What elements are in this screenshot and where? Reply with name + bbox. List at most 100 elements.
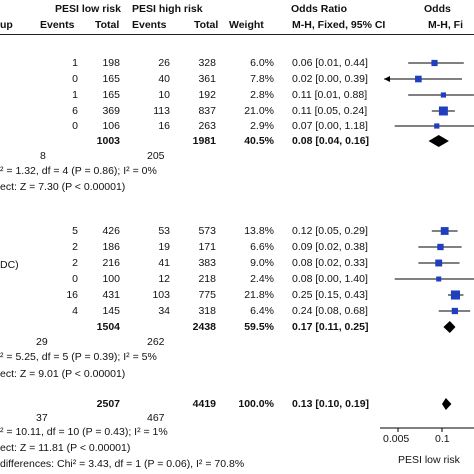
subtotal-ci: 0.17 [0.11, 0.25] <box>292 321 369 333</box>
study-marker <box>436 276 442 282</box>
study-total-low: 106 <box>102 120 120 132</box>
subgroup1-overall-effect: ect: Z = 7.30 (P < 0.00001) <box>0 181 126 193</box>
study-events-high: 53 <box>158 225 170 237</box>
study-total-low: 165 <box>102 89 120 101</box>
study-weight: 21.8% <box>244 289 274 301</box>
subtotal-weight: 59.5% <box>244 321 274 333</box>
subgroup2-overall-effect: ect: Z = 9.01 (P < 0.00001) <box>0 368 126 380</box>
study-total-low: 369 <box>102 105 120 117</box>
study-weight: 21.0% <box>244 105 274 117</box>
overall-total-low: 2507 <box>96 398 120 410</box>
study-events-high: 34 <box>158 305 170 317</box>
x-axis-label: PESI low risk <box>398 454 460 466</box>
study-weight: 13.8% <box>244 225 274 237</box>
study-events-high: 26 <box>158 57 170 69</box>
study-total-high: 573 <box>198 225 216 237</box>
study-events-low: 0 <box>72 73 78 85</box>
odds-ratio-header: Odds Ratio <box>291 3 348 15</box>
study-ci: 0.25 [0.15, 0.43] <box>292 289 368 301</box>
study-events-high: 103 <box>152 289 170 301</box>
study-events-high: 12 <box>158 273 170 285</box>
overall-total-high: 4419 <box>192 398 216 410</box>
study-marker <box>450 290 460 300</box>
study-events-high: 10 <box>158 89 170 101</box>
x-tick-label-1: 0.1 <box>435 433 450 445</box>
subgroup2-events-low: 29 <box>36 336 48 348</box>
study-weight: 6.0% <box>250 57 274 69</box>
subgroup1-events-low: 8 <box>40 150 46 162</box>
study-weight: 2.8% <box>250 89 274 101</box>
study-events-low: 0 <box>72 120 78 132</box>
study-marker <box>435 259 443 267</box>
study-weight: 2.9% <box>250 120 274 132</box>
study-total-high: 383 <box>198 257 216 269</box>
study-events-high: 16 <box>158 120 170 132</box>
overall-events-high: 467 <box>147 412 165 424</box>
overall-ci: 0.13 [0.10, 0.19] <box>292 398 370 410</box>
study-ci: 0.11 [0.01, 0.88] <box>292 89 368 101</box>
study-ci: 0.06 [0.01, 0.44] <box>292 57 368 69</box>
subtotal-weight: 40.5% <box>244 135 274 147</box>
study-events-low: 0 <box>72 273 78 285</box>
study-total-low: 426 <box>102 225 120 237</box>
study-ci: 0.09 [0.02, 0.38] <box>292 241 368 253</box>
study-events-low: 1 <box>72 57 78 69</box>
study-total-low: 198 <box>102 57 120 69</box>
study-weight: 9.0% <box>250 257 274 269</box>
study-weight: 6.4% <box>250 305 274 317</box>
plot-method-header: M-H, Fi <box>428 19 463 31</box>
overall-heterogeneity: ² = 10.11, df = 10 (P = 0.43); I² = 1% <box>0 426 168 438</box>
study-marker <box>415 75 422 83</box>
study-total-high: 361 <box>198 73 216 85</box>
study-total-high: 775 <box>198 289 216 301</box>
subgroup2-heterogeneity: ² = 5.25, df = 5 (P = 0.39); I² = 5% <box>0 351 157 363</box>
ci-arrow-left <box>384 76 390 82</box>
subgroup2-events-high: 262 <box>147 336 165 348</box>
study-marker <box>440 227 449 235</box>
subgroup-differences: differences: Chi² = 3.43, df = 1 (P = 0.… <box>0 458 245 470</box>
study-total-high: 218 <box>198 273 216 285</box>
study-events-high: 41 <box>158 257 170 269</box>
study-total-low: 186 <box>102 241 120 253</box>
study-events-low: 2 <box>72 257 78 269</box>
study-total-low: 165 <box>102 73 120 85</box>
study-marker <box>437 243 444 251</box>
subtotal-diamond <box>443 321 456 333</box>
study-total-high: 837 <box>198 105 216 117</box>
study-ci: 0.08 [0.02, 0.33] <box>292 257 368 269</box>
plot-title: Odds <box>424 3 451 15</box>
subgroup2-label: DC) <box>0 259 19 271</box>
events-high-header: Events <box>132 19 167 31</box>
subtotal-total-high: 1981 <box>192 135 216 147</box>
subgroup1-events-high: 205 <box>147 150 165 162</box>
study-ci: 0.24 [0.08, 0.68] <box>292 305 368 317</box>
total-high-header: Total <box>194 19 219 31</box>
study-total-low: 216 <box>102 257 120 269</box>
study-weight: 6.6% <box>250 241 274 253</box>
study-events-low: 4 <box>72 305 78 317</box>
x-tick-label-0: 0.005 <box>383 433 410 445</box>
study-total-low: 431 <box>102 289 120 301</box>
or-method-header: M-H, Fixed, 95% CI <box>292 19 386 31</box>
subgroup1-heterogeneity: ² = 1.32, df = 4 (P = 0.86); I² = 0% <box>0 165 157 177</box>
study-events-high: 40 <box>158 73 170 85</box>
study-events-low: 6 <box>72 105 78 117</box>
study-events-low: 16 <box>66 289 78 301</box>
overall-effect: ect: Z = 11.81 (P < 0.00001) <box>0 442 131 454</box>
study-total-low: 145 <box>102 305 120 317</box>
study-marker <box>434 123 440 129</box>
study-marker <box>438 106 448 116</box>
study-total-high: 263 <box>198 120 216 132</box>
study-events-low: 2 <box>72 241 78 253</box>
study-ci: 0.12 [0.05, 0.29] <box>292 225 368 237</box>
study-total-high: 171 <box>198 241 216 253</box>
subtotal-total-low: 1003 <box>96 135 120 147</box>
overall-weight: 100.0% <box>238 398 274 410</box>
study-marker <box>451 307 459 315</box>
study-events-low: 5 <box>72 225 78 237</box>
study-total-low: 100 <box>102 273 120 285</box>
subtotal-diamond <box>428 135 449 147</box>
study-weight: 2.4% <box>250 273 274 285</box>
study-ci: 0.07 [0.00, 1.18] <box>292 120 368 132</box>
